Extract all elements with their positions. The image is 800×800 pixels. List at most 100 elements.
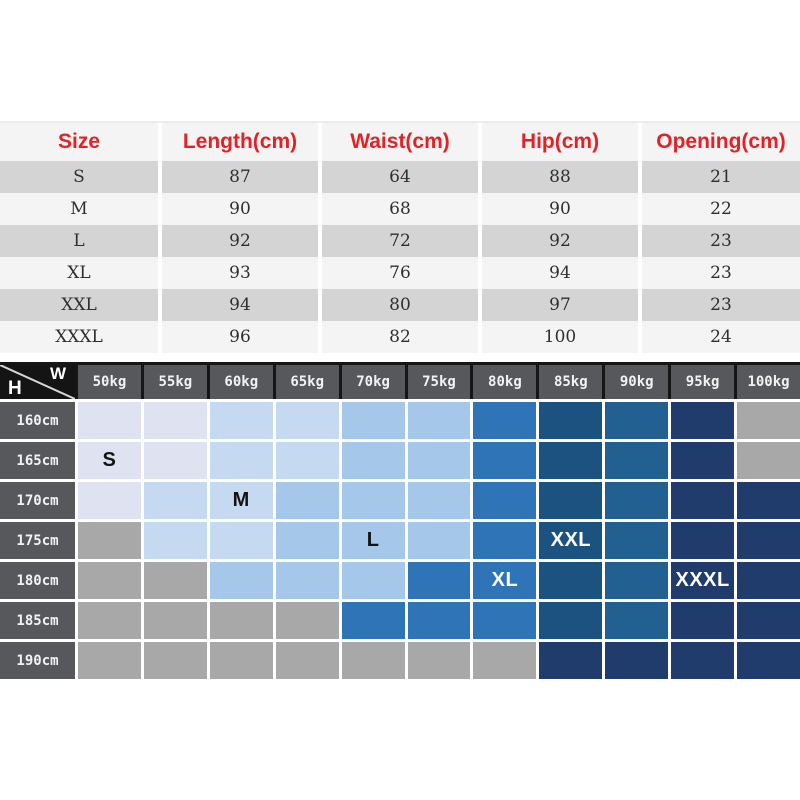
size-table-cell: 92 [482, 225, 638, 257]
matrix-cell [605, 442, 669, 479]
height-header-cell: 160cm [0, 402, 75, 439]
matrix-cell [473, 642, 537, 679]
size-table-cell: L [0, 225, 158, 257]
diagonal-line [0, 365, 75, 399]
height-header-cell: 190cm [0, 642, 75, 679]
weight-header-cell: 80kg [473, 365, 537, 399]
matrix-cell [737, 402, 800, 439]
matrix-cell: S [78, 442, 141, 479]
matrix-cell [407, 562, 471, 599]
weight-header-cell: 75kg [407, 365, 471, 399]
height-header-cell: 185cm [0, 602, 75, 639]
matrix-cell [143, 482, 207, 519]
size-table-cell: 92 [162, 225, 318, 257]
matrix-cell [78, 482, 141, 519]
matrix-cell [671, 482, 735, 519]
matrix-cell [341, 642, 405, 679]
matrix-cell [473, 522, 537, 559]
size-table-cell: 23 [642, 225, 800, 257]
height-header-cell: 165cm [0, 442, 75, 479]
size-table-cell: 72 [322, 225, 478, 257]
matrix-cell [341, 562, 405, 599]
matrix-cell [605, 482, 669, 519]
matrix-cell [737, 642, 800, 679]
size-table-cell: S [0, 161, 158, 193]
weight-header-cell: 70kg [341, 365, 405, 399]
size-table-cell: 93 [162, 257, 318, 289]
matrix-cell [539, 442, 603, 479]
hw-corner-cell: W H [0, 365, 75, 399]
matrix-cell [539, 482, 603, 519]
size-table-cell: M [0, 193, 158, 225]
matrix-cell: L [341, 522, 405, 559]
weight-header-cell: 95kg [671, 365, 735, 399]
matrix-cell [473, 402, 537, 439]
size-table-cell: 94 [162, 289, 318, 321]
size-table-cell: 68 [322, 193, 478, 225]
size-table-row: XXXL 96 82 100 24 [0, 321, 800, 353]
matrix-cell [275, 562, 339, 599]
size-table-cell: 94 [482, 257, 638, 289]
size-table-cell: 100 [482, 321, 638, 353]
matrix-cell [275, 642, 339, 679]
matrix-cell [539, 602, 603, 639]
matrix-body: 160cm 165cm S 170cm M 175cm L XXL 180cm XL XXXL 185… [0, 402, 800, 679]
weight-header-cell: 65kg [275, 365, 339, 399]
matrix-cell [341, 402, 405, 439]
size-table-body: S 87 64 88 21 M 90 68 90 22 L 92 72 92 23 XL 93 76 94 23 XXL… [0, 161, 800, 353]
height-weight-matrix: W H 50kg 55kg 60kg 65kg 70kg 75kg 80kg 85kg 90kg… [0, 362, 800, 679]
size-table-cell: 87 [162, 161, 318, 193]
size-table-cell: 22 [642, 193, 800, 225]
matrix-cell: XL [473, 562, 537, 599]
size-table-cell: XXXL [0, 321, 158, 353]
matrix-cell [605, 562, 669, 599]
matrix-cell [143, 562, 207, 599]
size-table-column-header: Hip(cm) [482, 123, 638, 161]
size-region-label: L [366, 529, 380, 551]
size-table-cell: 82 [322, 321, 478, 353]
size-table-column-header: Size [0, 123, 158, 161]
matrix-cell [737, 482, 800, 519]
matrix-cell [209, 402, 273, 439]
size-table-row: L 92 72 92 23 [0, 225, 800, 257]
matrix-cell [341, 482, 405, 519]
size-table-cell: XXL [0, 289, 158, 321]
size-table-cell: 88 [482, 161, 638, 193]
size-table-cell: 90 [162, 193, 318, 225]
matrix-cell [275, 522, 339, 559]
matrix-cell [78, 402, 141, 439]
matrix-cell [407, 442, 471, 479]
matrix-cell [275, 602, 339, 639]
matrix-cell [209, 642, 273, 679]
weight-header-cell: 100kg [737, 365, 800, 399]
matrix-cell [671, 642, 735, 679]
matrix-cell [473, 602, 537, 639]
size-table-cell: 97 [482, 289, 638, 321]
matrix-cell [407, 602, 471, 639]
size-table: Size Length(cm) Waist(cm) Hip(cm) Opening(cm… [0, 121, 800, 353]
weight-axis-label: W [49, 365, 66, 383]
size-table-column-header: Opening(cm) [642, 123, 800, 161]
matrix-cell [143, 442, 207, 479]
matrix-cell [209, 522, 273, 559]
matrix-cell [737, 442, 800, 479]
matrix-cell [407, 482, 471, 519]
matrix-cell [539, 642, 603, 679]
size-table-cell: 23 [642, 289, 800, 321]
matrix-cell [737, 522, 800, 559]
matrix-cell [473, 442, 537, 479]
matrix-cell: XXXL [671, 562, 735, 599]
matrix-cell [143, 522, 207, 559]
weight-header-row: W H 50kg 55kg 60kg 65kg 70kg 75kg 80kg 85kg 90kg… [0, 362, 800, 399]
size-table-cell: 21 [642, 161, 800, 193]
size-table-cell: 80 [322, 289, 478, 321]
matrix-cell [473, 482, 537, 519]
size-table-cell: 24 [642, 321, 800, 353]
matrix-cell [143, 602, 207, 639]
matrix-cell [275, 442, 339, 479]
matrix-cell [671, 602, 735, 639]
matrix-cell [275, 402, 339, 439]
matrix-cell [407, 402, 471, 439]
matrix-cell: XXL [539, 522, 603, 559]
matrix-cell [539, 402, 603, 439]
